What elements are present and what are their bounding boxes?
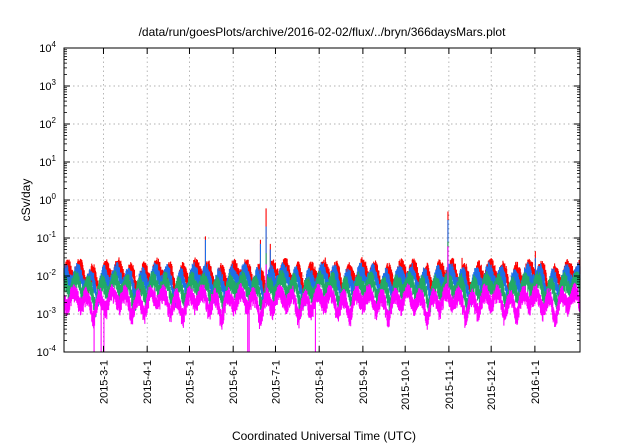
y-tick-label: 100 — [39, 192, 56, 207]
y-axis-label: cSv/day — [19, 179, 33, 222]
x-tick-label: 2015-12-1 — [486, 360, 498, 410]
chart-title: /data/run/goesPlots/archive/2016-02-02/f… — [139, 25, 507, 39]
x-tick-label: 2015-4-1 — [142, 360, 154, 404]
x-tick-label: 2015-9-1 — [358, 360, 370, 404]
x-tick-label: 2015-5-1 — [184, 360, 196, 404]
series-layer — [63, 208, 581, 352]
x-tick-label: 2015-3-1 — [98, 360, 110, 404]
x-tick-label: 2016-1-1 — [530, 360, 542, 404]
x-tick-label: 2015-6-1 — [228, 360, 240, 404]
x-tick-label: 2015-8-1 — [314, 360, 326, 404]
x-axis-label: Coordinated Universal Time (UTC) — [232, 429, 416, 443]
x-tick-label: 2015-7-1 — [270, 360, 282, 404]
x-tick-label: 2015-11-1 — [444, 360, 456, 409]
ticks: 10-4 10-3 10-2 10-1 100 101 102 103 104 2015-3-1 2… — [37, 40, 580, 410]
y-tick-label: 104 — [39, 40, 56, 55]
y-tick-label: 103 — [39, 78, 56, 93]
y-tick-label: 10-1 — [37, 230, 57, 245]
y-tick-label: 10-2 — [37, 268, 57, 283]
x-tick-label: 2015-10-1 — [400, 360, 412, 410]
y-tick-label: 101 — [39, 154, 56, 169]
y-tick-label: 10-4 — [37, 344, 57, 359]
y-tick-label: 10-3 — [37, 306, 57, 321]
y-tick-label: 102 — [39, 116, 56, 131]
